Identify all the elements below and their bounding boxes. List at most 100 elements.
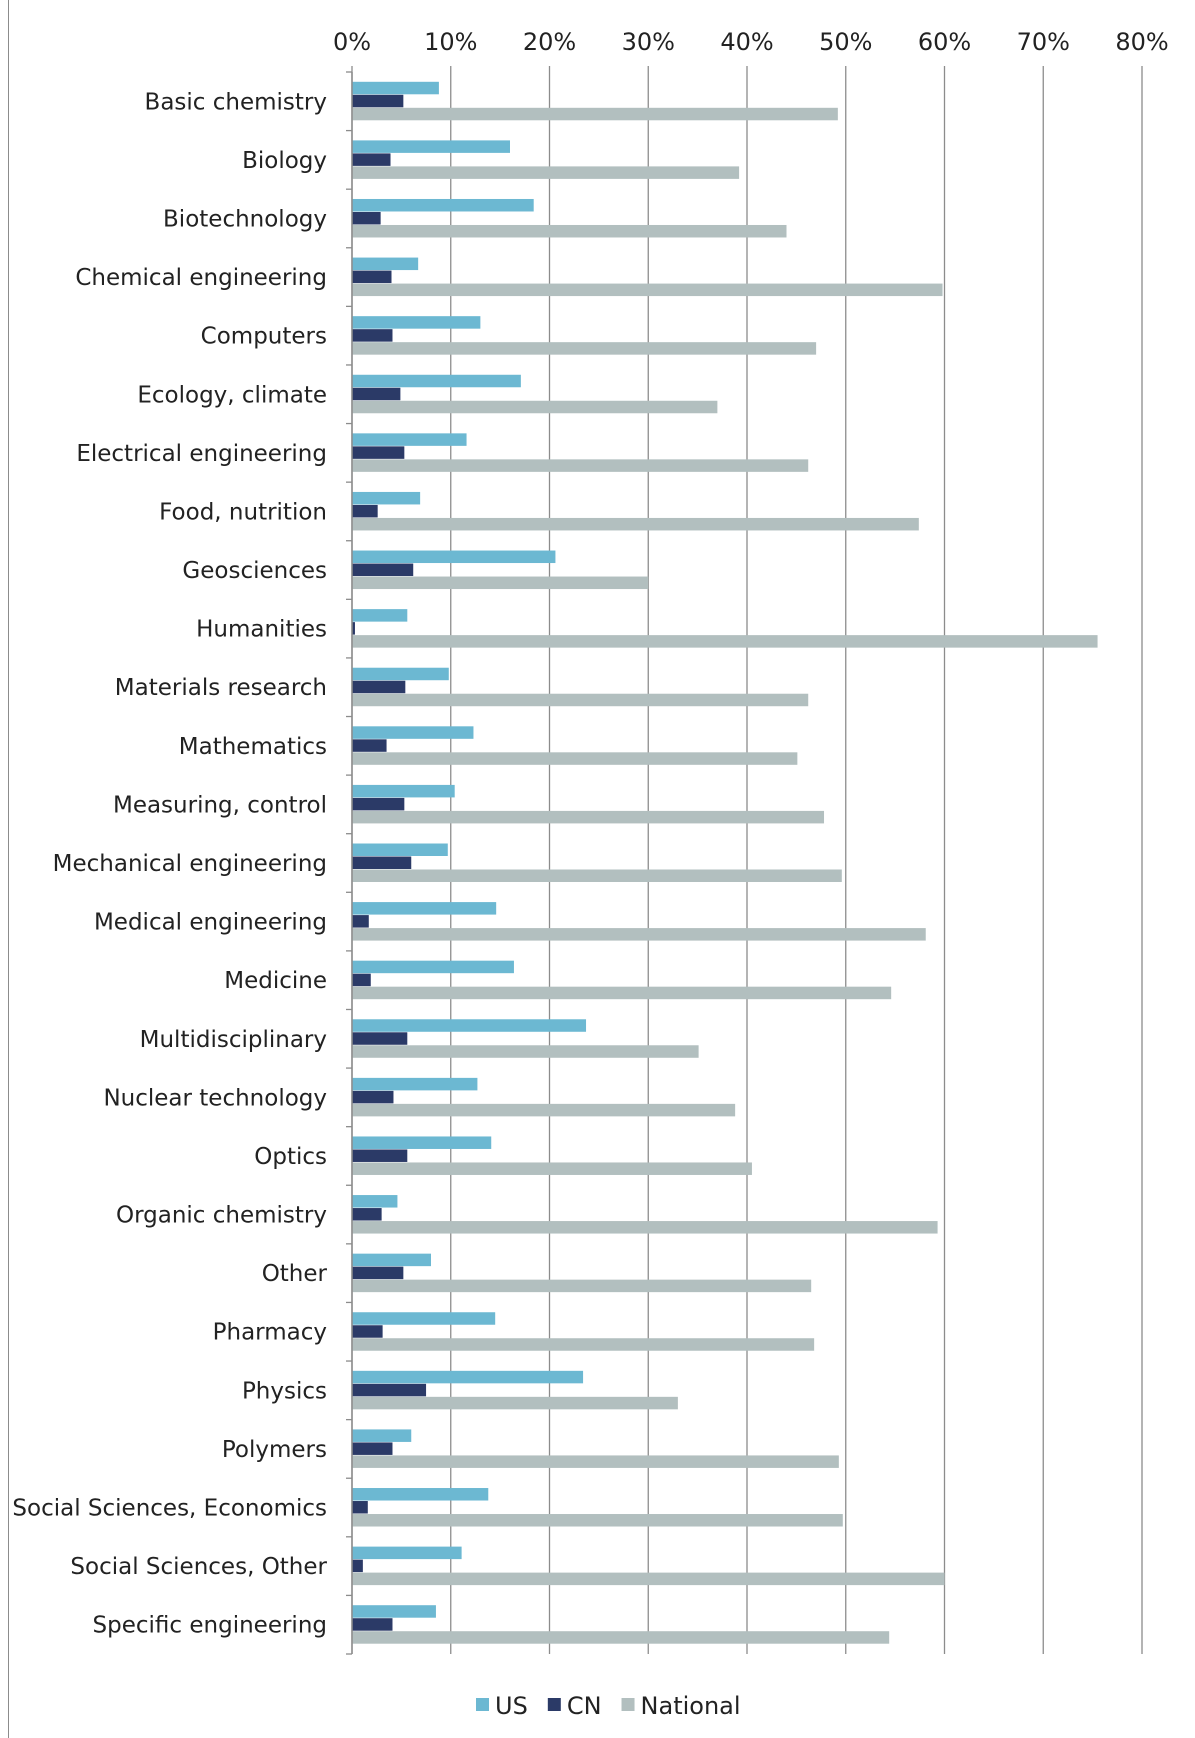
- x-tick-label: 30%: [622, 28, 675, 56]
- bar-national: [352, 166, 740, 179]
- bar-us: [352, 198, 534, 212]
- bar-national: [352, 1162, 752, 1175]
- x-tick-label: 60%: [918, 28, 971, 56]
- category-label: Optics: [254, 1144, 327, 1170]
- bar-us: [352, 1019, 587, 1032]
- bar-cn: [352, 915, 369, 928]
- bar-cn: [352, 1501, 368, 1514]
- bar-cn: [352, 973, 371, 987]
- bar-national: [352, 1455, 839, 1468]
- bar-us: [352, 1312, 496, 1325]
- legend-swatch-us: [476, 1698, 489, 1711]
- bar-cn: [352, 1266, 404, 1280]
- bar-cn: [352, 563, 414, 577]
- bar-national: [352, 283, 943, 297]
- bar-us: [352, 1195, 398, 1208]
- bar-cn: [352, 1325, 383, 1338]
- bar-us: [352, 1546, 462, 1560]
- bar-national: [352, 1279, 812, 1293]
- bar-national: [352, 459, 809, 472]
- bar-national: [352, 1045, 699, 1058]
- bar-national: [352, 1103, 736, 1117]
- category-label: Nuclear technology: [103, 1085, 327, 1111]
- bar-us: [352, 1488, 489, 1501]
- bar-national: [352, 752, 798, 765]
- category-label: Social Sciences, Economics: [12, 1496, 327, 1522]
- bar-national: [352, 1572, 945, 1586]
- bar-cn: [352, 446, 405, 459]
- legend-swatch-cn: [547, 1698, 561, 1711]
- bar-us: [352, 550, 556, 564]
- bar-us: [352, 667, 449, 681]
- category-label: Ecology, climate: [137, 382, 327, 408]
- category-label: Chemical engineering: [75, 265, 327, 291]
- category-label: Materials research: [115, 675, 327, 701]
- bar-cn: [352, 94, 404, 108]
- bar-cn: [352, 153, 391, 166]
- bar-us: [352, 1370, 584, 1384]
- x-axis-tick-labels: 0% 10% 20% 30% 40% 50% 60% 70% 80%: [333, 28, 1169, 56]
- bar-cn: [352, 504, 378, 518]
- category-label: Humanities: [196, 617, 327, 643]
- bar-us: [352, 1253, 431, 1267]
- x-tick-label: 70%: [1017, 28, 1070, 56]
- category-label: Measuring, control: [113, 792, 327, 818]
- category-label: Mechanical engineering: [53, 851, 327, 877]
- bar-cn: [352, 270, 392, 284]
- category-labels: Basic chemistry Biology Biotechnology Chemi…: [12, 89, 327, 1638]
- category-label: Mathematics: [179, 734, 327, 760]
- category-label: Pharmacy: [213, 1320, 327, 1346]
- bar-cn: [352, 622, 355, 635]
- bar-cn: [352, 680, 406, 694]
- legend-label-cn: CN: [567, 1692, 602, 1720]
- legend: US CN National: [476, 1692, 741, 1720]
- bar-cn: [352, 387, 401, 401]
- bar-national: [352, 517, 919, 531]
- category-label: Geosciences: [182, 558, 327, 584]
- bar-national: [352, 224, 787, 238]
- bar-national: [352, 1631, 890, 1644]
- category-label: Polymers: [222, 1437, 327, 1463]
- bar-us: [352, 257, 419, 271]
- category-label: Medical engineering: [94, 910, 327, 936]
- bars: [352, 81, 1098, 1644]
- bar-national: [352, 810, 825, 824]
- bar-cn: [352, 211, 381, 225]
- bar-cn: [352, 739, 387, 752]
- category-label: Organic chemistry: [116, 1203, 327, 1229]
- bar-us: [352, 1429, 412, 1442]
- bar-national: [352, 576, 649, 590]
- category-label: Biotechnology: [163, 206, 327, 232]
- bar-national: [352, 928, 926, 941]
- bar-us: [352, 784, 455, 798]
- bar-us: [352, 843, 448, 856]
- bar-national: [352, 986, 892, 1000]
- bar-cn: [352, 1442, 393, 1455]
- bar-national: [352, 342, 817, 355]
- category-label: Physics: [242, 1378, 327, 1404]
- bar-us: [352, 491, 421, 505]
- bar-cn: [352, 1618, 393, 1631]
- bar-cn: [352, 1383, 427, 1397]
- bar-national: [352, 693, 809, 707]
- category-label: Medicine: [224, 968, 327, 994]
- legend-label-us: US: [495, 1692, 528, 1720]
- bar-national: [352, 1221, 938, 1234]
- category-label: Biology: [242, 148, 327, 174]
- category-label: Electrical engineering: [76, 441, 327, 467]
- bar-us: [352, 726, 474, 739]
- bar-national: [352, 1514, 843, 1527]
- x-tick-label: 50%: [819, 28, 872, 56]
- bar-us: [352, 960, 514, 974]
- bar-cn: [352, 329, 393, 342]
- bar-cn: [352, 1090, 394, 1104]
- bar-us: [352, 609, 408, 622]
- bar-us: [352, 1605, 436, 1618]
- bar-cn: [352, 1032, 408, 1045]
- bar-cn: [352, 1149, 408, 1162]
- bar-national: [352, 400, 718, 414]
- x-tick-label: 20%: [523, 28, 576, 56]
- category-axis: [346, 71, 353, 1655]
- bar-us: [352, 1136, 492, 1149]
